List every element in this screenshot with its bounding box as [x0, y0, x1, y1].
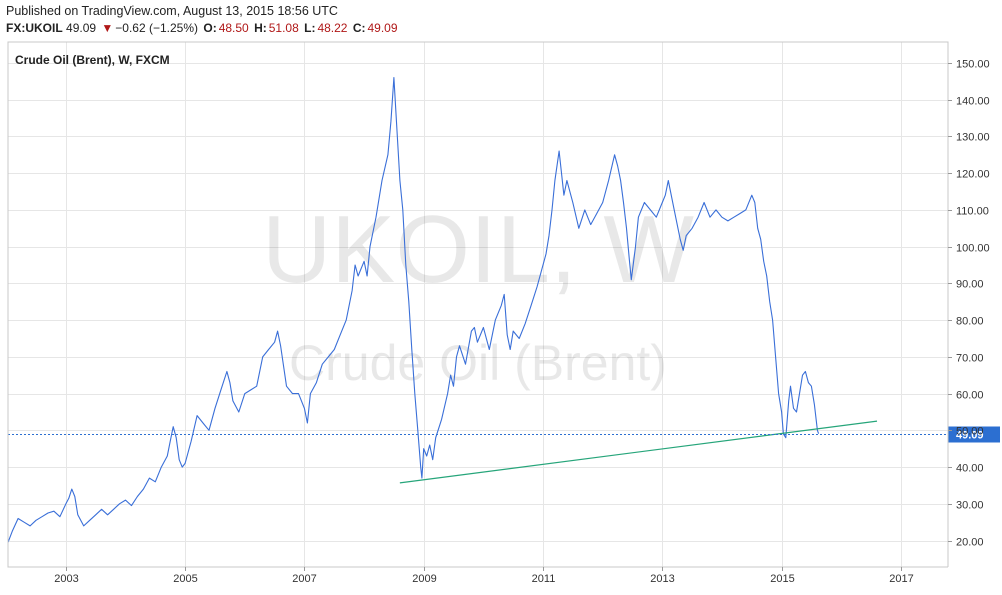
trend-line[interactable] [399, 420, 878, 484]
x-tick-label: 2003 [54, 573, 78, 585]
open-label: O: [203, 21, 217, 35]
x-tick-label: 2013 [650, 573, 674, 585]
close-value: 49.09 [367, 21, 398, 35]
trend-line-layer[interactable] [399, 420, 878, 484]
low-label: L: [304, 21, 316, 35]
y-tick-label: 130.00 [956, 132, 990, 144]
y-tick-label: 100.00 [956, 243, 990, 255]
last-price-value: 49.09 [66, 21, 97, 35]
open-value: 48.50 [218, 21, 249, 35]
plot-background [8, 42, 948, 567]
y-tick-label: 70.00 [956, 353, 984, 365]
chart-header: Published on TradingView.com, August 13,… [6, 2, 996, 37]
x-tick-label: 2017 [889, 573, 913, 585]
last-price-badge-label: 49.09 [956, 430, 984, 442]
close-label: C: [352, 21, 366, 35]
y-tick-label: 30.00 [956, 500, 984, 512]
high-value: 51.08 [268, 21, 299, 35]
x-tick-label: 2007 [292, 573, 316, 585]
grid-lines [8, 42, 948, 567]
price-series [7, 77, 820, 543]
y-tick-label: 50.00 [956, 426, 984, 438]
x-tick-label: 2011 [532, 573, 556, 585]
y-tick-label: 20.00 [956, 537, 984, 549]
time-axis[interactable]: 2003 2005 2007 2009 2011 2013 2015 2017 [54, 567, 914, 585]
y-tick-label: 140.00 [956, 96, 990, 108]
published-note: Published on TradingView.com, August 13,… [6, 4, 338, 18]
x-tick-label: 2009 [412, 573, 436, 585]
price-chart[interactable]: UKOIL, W Crude Oil (Brent) 49.09 20.00 30… [0, 40, 1002, 595]
y-tick-label: 40.00 [956, 463, 984, 475]
price-line [7, 77, 820, 543]
x-tick-label: 2015 [770, 573, 794, 585]
price-change-value: −0.62 (−1.25%) [115, 21, 199, 35]
y-tick-label: 150.00 [956, 59, 990, 71]
symbol-label[interactable]: FX:UKOIL [6, 21, 63, 35]
y-tick-label: 120.00 [956, 169, 990, 181]
y-tick-label: 60.00 [956, 390, 984, 402]
chart-title: Crude Oil (Brent), W, FXCM [15, 53, 170, 67]
y-tick-label: 80.00 [956, 316, 984, 328]
low-value: 48.22 [317, 21, 348, 35]
watermark-name: Crude Oil (Brent) [289, 335, 667, 391]
last-price-layer: 49.09 [8, 426, 1000, 443]
high-label: H: [254, 21, 267, 35]
ohlc-bar: FX:UKOIL 49.09 ▼ −0.62 (−1.25%) O: 48.50 H… [6, 20, 996, 37]
price-axis[interactable]: 20.00 30.00 40.00 50.00 60.00 70.00 80.00 90.00… [948, 59, 990, 549]
watermark-symbol: UKOIL, W [262, 196, 694, 303]
last-price-badge [948, 426, 1000, 443]
x-tick-label: 2005 [173, 573, 197, 585]
axis-corner [948, 567, 1001, 594]
y-tick-label: 90.00 [956, 279, 984, 291]
y-tick-label: 110.00 [956, 206, 989, 218]
down-arrow-icon: ▼ [101, 21, 114, 35]
